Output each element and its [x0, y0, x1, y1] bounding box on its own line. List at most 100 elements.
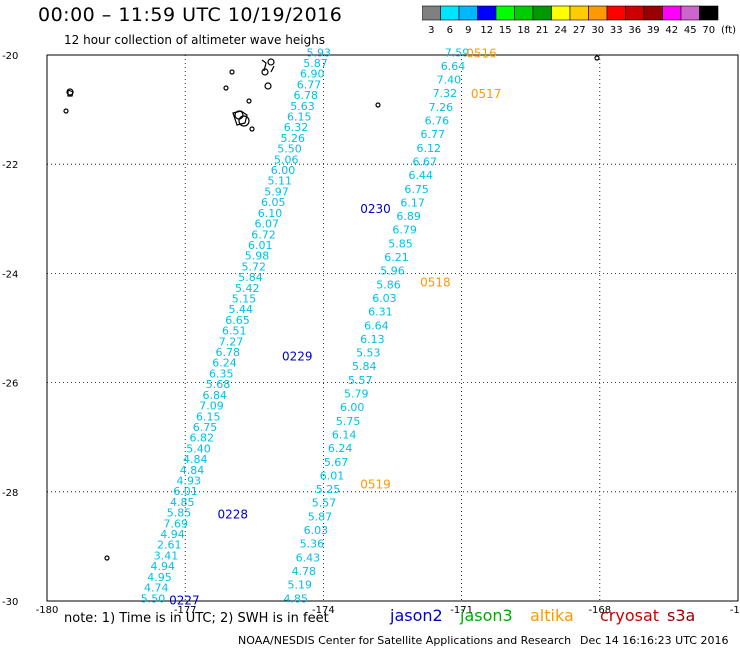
- swh-value-jason2: 6.84: [202, 389, 227, 402]
- swh-value-jason2: 5.26: [281, 132, 306, 145]
- swh-value-altika: 6.67: [412, 155, 437, 168]
- pass-time-label: 0519: [360, 478, 391, 492]
- swh-value-altika: 5.96: [380, 265, 405, 278]
- y-tick-label: -26: [2, 379, 18, 390]
- swh-value-jason2: 4.94: [160, 528, 185, 541]
- swh-value-jason2: 6.72: [251, 228, 276, 241]
- swh-value-altika: 6.75: [404, 183, 429, 196]
- swh-value-jason2: 6.15: [287, 111, 312, 124]
- swh-value-jason2: 6.65: [225, 314, 250, 327]
- legend-swatch-30: [588, 5, 608, 21]
- legend-swatch-9: [458, 5, 478, 21]
- swh-value-jason2: 6.90: [300, 68, 325, 81]
- swh-value-jason2: 6.07: [255, 218, 280, 231]
- swh-value-altika: 7.40: [437, 74, 462, 87]
- swh-value-altika: 5.84: [352, 360, 377, 373]
- swh-value-jason2: 5.68: [206, 378, 231, 391]
- legend-level-15: 15: [499, 25, 512, 36]
- swh-value-jason2: 5.15: [232, 293, 257, 306]
- legend-swatch-42: [662, 5, 682, 21]
- swh-value-altika: 6.13: [360, 333, 385, 346]
- pass-time-label: 0227: [169, 593, 200, 607]
- swh-value-jason2: 5.72: [242, 260, 267, 273]
- legend-level-21: 21: [536, 25, 549, 36]
- swh-value-altika: 6.64: [441, 60, 466, 73]
- swh-value-altika: 5.79: [344, 388, 369, 401]
- swh-value-jason2: 4.74: [144, 582, 169, 595]
- legend-swatch-3: [422, 5, 441, 21]
- legend-level-42: 42: [665, 25, 678, 36]
- legend-swatch-21: [532, 5, 552, 21]
- swh-value-jason2: 6.75: [193, 421, 218, 434]
- swh-value-altika: 5.53: [356, 347, 381, 360]
- legend-swatch-27: [569, 5, 589, 21]
- swh-value-jason2: 7.09: [199, 400, 224, 413]
- legend-level-18: 18: [517, 25, 530, 36]
- legend-level-27: 27: [573, 25, 586, 36]
- swh-value-altika: 4.78: [292, 565, 317, 578]
- legend-swatch-15: [495, 5, 515, 21]
- legend-level-33: 33: [610, 25, 623, 36]
- legend-swatch-24: [551, 5, 571, 21]
- legend-swatch-18: [514, 5, 534, 21]
- swh-value-jason2: 5.84: [238, 271, 263, 284]
- swh-value-altika: 6.77: [421, 128, 446, 141]
- swh-value-altika: 6.79: [392, 224, 417, 237]
- legend-unit: (ft): [721, 25, 736, 36]
- swh-value-altika: 6.01: [320, 469, 345, 482]
- swh-value-altika: 5.85: [388, 237, 413, 250]
- swh-value-jason2: 5.85: [167, 507, 192, 520]
- swh-value-jason2: 5.98: [245, 250, 270, 263]
- swh-value-altika: 5.36: [300, 538, 325, 551]
- legend-swatch-39: [643, 5, 663, 21]
- swh-value-jason2: 5.44: [229, 303, 254, 316]
- altimeter-tracks: 5.935.876.906.776.785.636.156.325.265.50…: [141, 46, 470, 605]
- swh-value-jason2: 4.85: [170, 496, 195, 509]
- swh-value-jason2: 5.06: [274, 153, 299, 166]
- swh-value-altika: 6.03: [372, 292, 397, 305]
- legend-jason2: jason2: [390, 606, 443, 625]
- swh-value-jason2: 5.93: [307, 46, 332, 59]
- legend-level-9: 9: [465, 25, 471, 36]
- swh-value-jason2: 6.24: [212, 357, 237, 370]
- swh-value-altika: 5.19: [288, 579, 313, 592]
- y-tick-label: -24: [2, 269, 18, 280]
- swh-value-altika: 6.00: [340, 401, 365, 414]
- swh-value-jason2: 4.84: [183, 453, 208, 466]
- legend-level-3: 3: [428, 25, 434, 36]
- swh-value-jason2: 6.35: [209, 367, 234, 380]
- map-frame: [46, 54, 739, 602]
- swh-value-jason2: 6.05: [261, 196, 286, 209]
- swh-value-altika: 6.44: [408, 169, 433, 182]
- legend-jason3: jason3: [460, 606, 513, 625]
- swh-value-altika: 7.26: [429, 101, 454, 114]
- swh-value-jason2: 4.94: [150, 560, 175, 573]
- legend-swatch-33: [606, 5, 626, 21]
- legend-swatch-6: [440, 5, 460, 21]
- swh-value-altika: 6.76: [425, 115, 450, 128]
- pass-time-label: 0516: [466, 46, 497, 60]
- swh-value-jason2: 7.27: [219, 335, 244, 348]
- legend-level-70: 70: [702, 25, 715, 36]
- pass-time-label: 0518: [420, 276, 451, 290]
- swh-value-jason2: 6.78: [215, 346, 240, 359]
- swh-value-altika: 5.75: [336, 415, 361, 428]
- swh-value-altika: 4.85: [284, 592, 309, 605]
- swh-value-altika: 6.43: [296, 551, 321, 564]
- legend-swatch-36: [625, 5, 645, 21]
- swh-value-jason2: 6.51: [222, 325, 247, 338]
- y-tick-label: -20: [2, 51, 18, 62]
- y-tick-label: -30: [2, 597, 18, 608]
- legend-cryosat: cryosat: [600, 606, 660, 625]
- swh-value-altika: 5.57: [348, 374, 373, 387]
- swh-value-jason2: 6.32: [284, 121, 309, 134]
- swh-value-jason2: 6.00: [271, 164, 296, 177]
- swh-value-altika: 6.31: [368, 306, 393, 319]
- swh-value-jason2: 6.01: [248, 239, 273, 252]
- swh-value-jason2: 5.50: [141, 592, 166, 605]
- y-tick-label: -28: [2, 488, 18, 499]
- legend-level-39: 39: [647, 25, 660, 36]
- swh-value-jason2: 6.10: [258, 207, 283, 220]
- swh-value-jason2: 4.95: [147, 571, 172, 584]
